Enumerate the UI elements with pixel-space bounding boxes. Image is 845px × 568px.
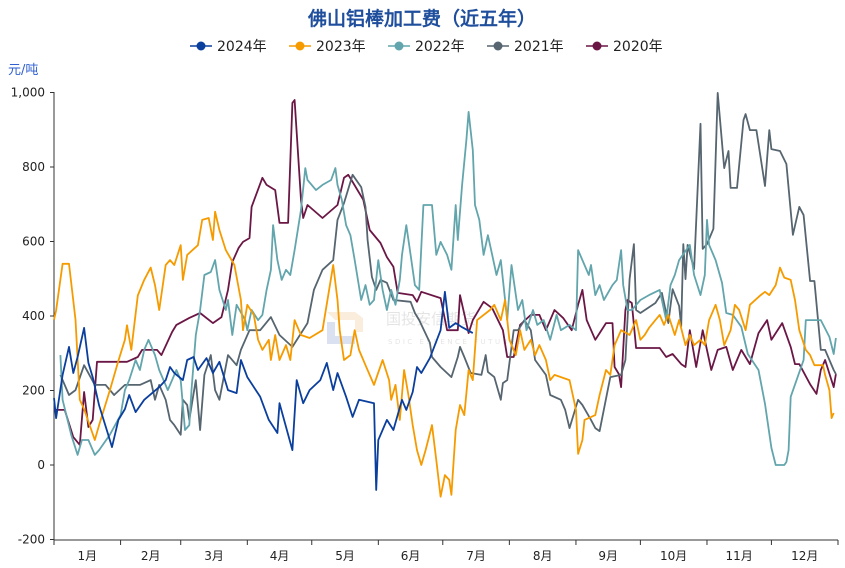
watermark-text-cn: 国投安信期货 bbox=[386, 310, 476, 328]
legend-label: 2024年 bbox=[217, 39, 267, 55]
y-tick-label: 600 bbox=[22, 235, 45, 249]
legend-item[interactable]: 2023年 bbox=[289, 39, 366, 55]
y-ticks: 1,000 800 600 400 200 0 -200 bbox=[11, 86, 54, 547]
series-lines bbox=[53, 92, 837, 498]
x-ticks: 1月 2月 3月 4月 5月 6月 7月 8月 9月 10月 11月 12月 bbox=[53, 540, 839, 563]
y-tick-label: 400 bbox=[22, 309, 45, 323]
watermark-text-en: SDIC ESSENCE FUTURES bbox=[388, 338, 524, 346]
chart-title: 佛山铝棒加工费（近五年） bbox=[307, 7, 536, 30]
legend-item[interactable]: 2024年 bbox=[190, 39, 267, 55]
y-tick-label: 1,000 bbox=[11, 86, 45, 100]
watermark-logo-shape-orange bbox=[327, 312, 363, 332]
x-tick-label: 5月 bbox=[335, 549, 355, 563]
x-tick-label: 3月 bbox=[204, 549, 224, 563]
legend-label: 2021年 bbox=[514, 39, 564, 55]
series-line-2022 bbox=[59, 111, 837, 466]
series-line-2024 bbox=[53, 290, 474, 491]
series-line-2023 bbox=[53, 210, 835, 498]
x-tick-label: 2月 bbox=[141, 549, 161, 563]
x-tick-label: 11月 bbox=[726, 549, 753, 563]
series-line-2021 bbox=[59, 92, 837, 436]
legend-marker bbox=[196, 41, 206, 51]
legend-label: 2022年 bbox=[415, 39, 465, 55]
legend-item[interactable]: 2020年 bbox=[586, 39, 663, 55]
legend-item[interactable]: 2021年 bbox=[487, 39, 564, 55]
y-tick-label: 200 bbox=[22, 384, 45, 398]
legend-marker bbox=[592, 41, 602, 51]
y-tick-label: -200 bbox=[18, 533, 45, 547]
legend-label: 2023年 bbox=[316, 39, 366, 55]
x-tick-label: 12月 bbox=[791, 549, 818, 563]
y-tick-label: 800 bbox=[22, 160, 45, 174]
x-tick-label: 4月 bbox=[270, 549, 290, 563]
y-axis-unit: 元/吨 bbox=[8, 63, 38, 78]
legend: 2024年 2023年 2022年 2021年 2020年 bbox=[190, 39, 663, 55]
legend-marker bbox=[394, 41, 404, 51]
x-tick-label: 1月 bbox=[77, 549, 97, 563]
legend-marker bbox=[295, 41, 305, 51]
legend-item[interactable]: 2022年 bbox=[388, 39, 465, 55]
x-tick-label: 10月 bbox=[660, 549, 687, 563]
watermark-logo-shape-blue bbox=[327, 322, 335, 344]
x-tick-label: 7月 bbox=[466, 549, 486, 563]
y-tick-label: 0 bbox=[37, 458, 45, 472]
legend-marker bbox=[493, 41, 503, 51]
series-line-2020 bbox=[54, 99, 837, 446]
x-tick-label: 6月 bbox=[401, 549, 421, 563]
legend-label: 2020年 bbox=[613, 39, 663, 55]
x-tick-label: 9月 bbox=[598, 549, 618, 563]
x-tick-label: 8月 bbox=[533, 549, 553, 563]
